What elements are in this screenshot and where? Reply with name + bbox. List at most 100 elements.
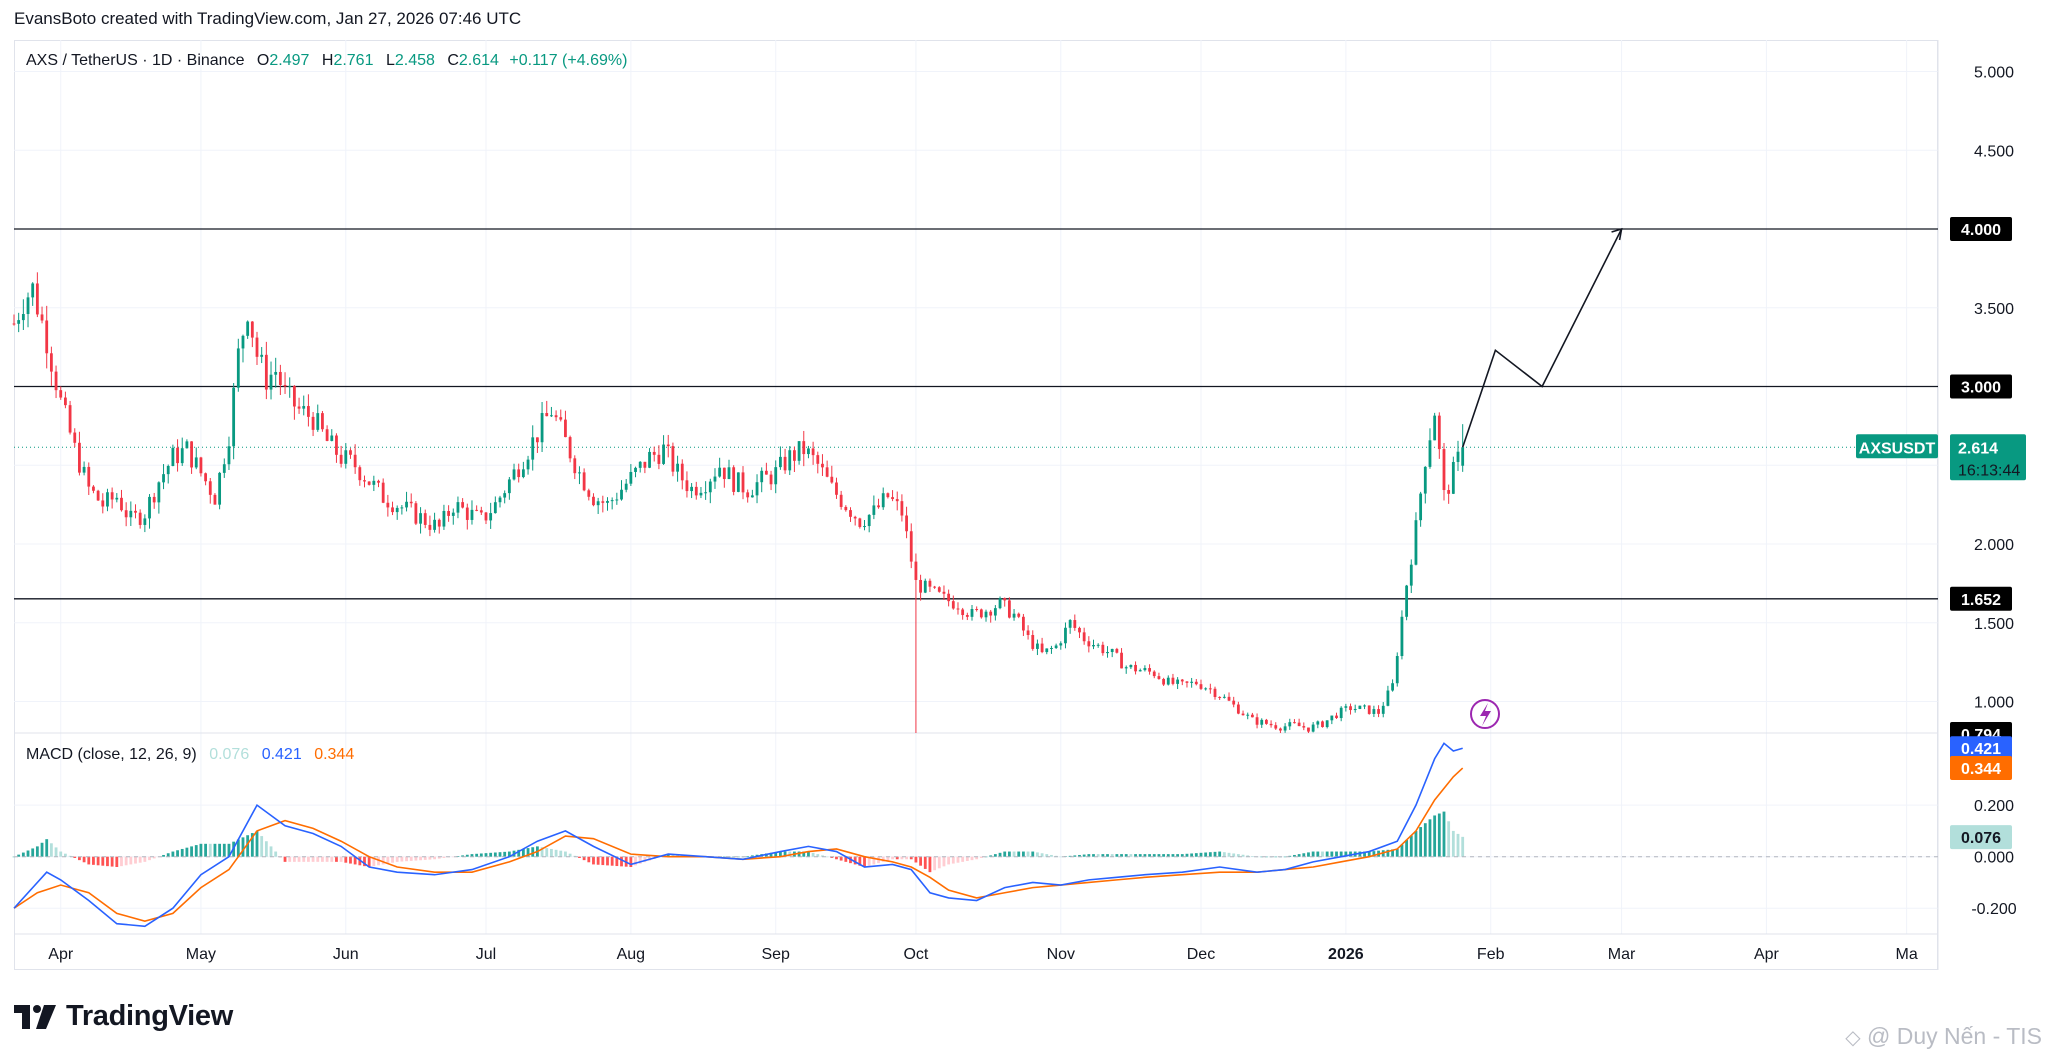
- macd-histogram-bar: [479, 853, 483, 857]
- candle-body: [900, 501, 904, 516]
- price-tags: 4.0003.0001.6520.7942.61416:13:44AXSUSDT…: [1856, 217, 2026, 850]
- candle-body: [993, 608, 997, 616]
- candle-body: [241, 335, 245, 349]
- macd-histogram-bar: [134, 856, 137, 864]
- macd-histogram-bar: [330, 856, 334, 862]
- candle-body: [1152, 671, 1156, 677]
- macd-histogram-bar: [274, 851, 278, 857]
- macd-histogram-bar: [484, 853, 488, 857]
- macd-histogram-bar: [1283, 856, 1287, 858]
- candle-body: [138, 512, 142, 525]
- candle-body: [979, 609, 983, 618]
- macd-histogram-bar: [498, 852, 502, 857]
- time-tick-label: Apr: [1754, 946, 1780, 963]
- macd-histogram-bar: [867, 856, 871, 866]
- macd-histogram-bar: [82, 856, 86, 863]
- macd-signal-line: [13, 767, 1464, 922]
- open-label: O: [256, 52, 270, 69]
- candle-body: [1180, 679, 1184, 682]
- macd-histogram-bar: [283, 856, 287, 862]
- candle-body: [1134, 664, 1137, 672]
- candle-body: [1204, 688, 1208, 690]
- macd-histogram-bar: [1012, 851, 1016, 857]
- candle-body: [222, 464, 226, 473]
- time-tick-label: Feb: [1477, 946, 1505, 963]
- close-label: C: [447, 52, 459, 69]
- candle-body: [909, 531, 913, 562]
- candle-body: [1344, 706, 1348, 708]
- candle-body: [905, 515, 908, 532]
- macd-histogram-bar: [839, 856, 843, 861]
- candle-body: [349, 450, 352, 455]
- macd-histogram-bar: [858, 856, 862, 866]
- candle-body: [947, 593, 951, 602]
- time-tick-label: Sep: [761, 946, 790, 963]
- macd-histogram-bar: [1106, 854, 1109, 857]
- macd-histogram-bar: [816, 854, 820, 857]
- candle-body: [891, 497, 894, 500]
- candle-body: [26, 297, 30, 315]
- macd-histogram-bar: [1246, 855, 1250, 857]
- candle-body: [521, 469, 525, 478]
- macd-histogram-bar: [1213, 851, 1217, 857]
- symbol-name[interactable]: AXS / TetherUS · 1D · Binance: [26, 52, 245, 69]
- price-level-tag: 4.000: [1961, 222, 2001, 239]
- macd-value-tag-bg: [1950, 736, 2012, 761]
- candle-body: [1419, 493, 1423, 521]
- candle-body: [1064, 627, 1067, 644]
- macd-histogram-bar: [400, 856, 404, 862]
- candle-body: [1045, 648, 1049, 653]
- candle-body: [414, 503, 418, 524]
- candle-body: [162, 474, 165, 483]
- candle-body: [961, 609, 965, 616]
- macd-histogram-bar: [578, 856, 581, 858]
- macd-histogram-bar: [1162, 854, 1166, 857]
- time-tick-label: Apr: [48, 946, 74, 963]
- macd-histogram-bar: [1190, 853, 1194, 857]
- candle-body: [872, 505, 876, 515]
- macd-histogram-bar: [526, 848, 530, 857]
- macd-histogram-bar: [1423, 823, 1427, 857]
- candle-body: [358, 467, 362, 481]
- candle-body: [1283, 726, 1287, 731]
- macd-histogram-bar: [1120, 854, 1123, 857]
- macd-histogram-bar: [1419, 827, 1423, 857]
- candle-body: [1110, 648, 1114, 653]
- macd-histogram-bar: [914, 856, 918, 863]
- candle-body: [292, 386, 296, 407]
- macd-histogram-bar: [428, 856, 432, 860]
- candle-body: [1260, 719, 1264, 725]
- candle-body: [1451, 461, 1455, 494]
- tradingview-logo[interactable]: TradingView: [14, 1000, 233, 1033]
- candle-body: [793, 450, 796, 461]
- macd-histogram-bar: [909, 856, 913, 860]
- candle-body: [652, 451, 656, 455]
- macd-histogram-bar: [143, 856, 147, 862]
- candle-body: [1246, 714, 1250, 716]
- candle-body: [849, 510, 852, 517]
- candle-body: [1265, 719, 1268, 724]
- candle-body: [35, 283, 39, 315]
- macd-histogram-bar: [1456, 833, 1460, 857]
- macd-indicator-name[interactable]: MACD (close, 12, 26, 9): [26, 746, 197, 763]
- candle-body: [1255, 717, 1259, 725]
- candle-body: [199, 457, 203, 474]
- candle-body: [774, 467, 778, 485]
- alert-icon[interactable]: [1470, 699, 1500, 729]
- candle-body: [321, 413, 324, 430]
- macd-histogram-bar: [78, 856, 81, 861]
- candle-body: [1381, 705, 1385, 714]
- projection-arrowhead: [1611, 227, 1623, 241]
- time-tick-label: Mar: [1608, 946, 1636, 963]
- candle-body: [1082, 632, 1086, 642]
- macd-histogram-bar: [269, 846, 273, 857]
- macd-histogram-bar: [106, 856, 109, 867]
- candle-body: [1232, 700, 1236, 705]
- candle-body: [1106, 652, 1109, 654]
- macd-histogram-bar: [564, 851, 567, 857]
- macd-histogram-bar: [1442, 811, 1446, 857]
- candle-body: [120, 497, 123, 511]
- macd-histogram-bar: [423, 856, 427, 860]
- macd-histogram-bar: [1199, 852, 1203, 857]
